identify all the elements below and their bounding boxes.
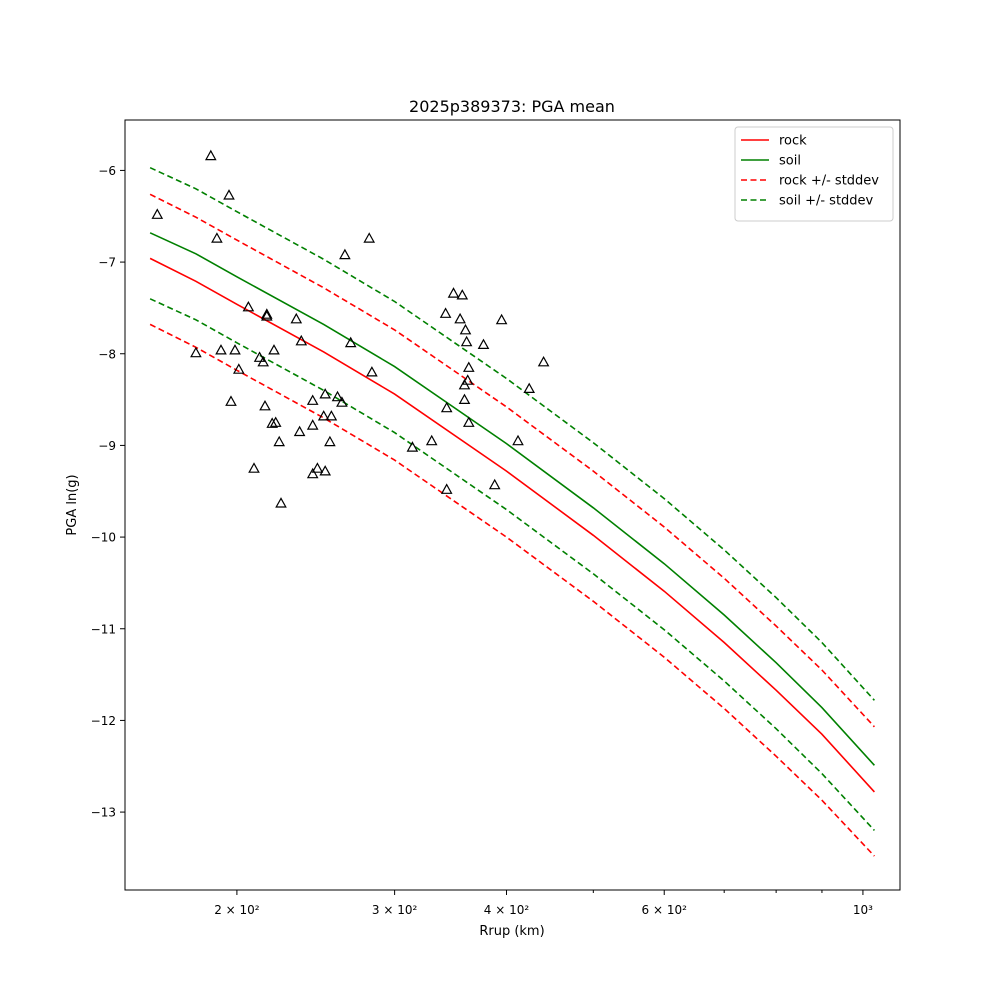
- observation-point: [331, 390, 344, 402]
- observation-point: [461, 374, 474, 385]
- observation-point: [317, 410, 330, 421]
- series-line-1: [149, 232, 875, 766]
- series-line-0: [149, 257, 875, 793]
- observation-point: [319, 465, 332, 476]
- x-tick-label: 4 × 10²: [484, 903, 530, 917]
- observation-point: [477, 338, 490, 349]
- observation-point: [273, 435, 286, 447]
- observation-point: [454, 312, 466, 324]
- observation-point: [215, 344, 227, 355]
- y-tick-label: −7: [98, 256, 116, 270]
- y-tick-label: −10: [91, 531, 116, 545]
- observation-point: [458, 393, 471, 404]
- chart-title: 2025p389373: PGA mean: [409, 97, 615, 116]
- observation-point: [266, 417, 279, 428]
- y-axis-label: PGA ln(g): [65, 474, 80, 535]
- observation-point: [425, 434, 438, 446]
- observation-point: [366, 366, 378, 377]
- observation-point: [459, 323, 472, 335]
- series-line-3: [149, 323, 875, 857]
- observation-point: [275, 497, 287, 508]
- observation-point: [253, 351, 266, 362]
- observation-point: [269, 416, 282, 427]
- observation-point: [290, 312, 303, 324]
- plot-area-frame: [124, 119, 901, 891]
- observation-point: [306, 419, 319, 430]
- observation-point: [260, 308, 273, 319]
- observation-point: [311, 462, 324, 473]
- observation-point: [229, 344, 241, 355]
- legend-label: rock +/- stddev: [779, 174, 879, 189]
- observation-layer: [151, 149, 550, 508]
- observation-point: [462, 361, 475, 372]
- legend-label: soil +/- stddev: [779, 194, 874, 209]
- legend-label: rock: [779, 134, 807, 149]
- x-axis-label: Rrup (km): [479, 924, 544, 939]
- observation-point: [406, 441, 419, 452]
- x-tick-label: 10³: [853, 903, 873, 917]
- x-tick-label: 3 × 10²: [372, 903, 418, 917]
- observation-point: [259, 399, 271, 411]
- observation-point: [319, 388, 332, 399]
- observation-point: [260, 310, 273, 321]
- legend-box: [734, 126, 894, 222]
- y-tick-label: −8: [98, 347, 116, 361]
- series-layer: [149, 166, 875, 857]
- observation-point: [325, 410, 338, 421]
- observation-point: [223, 189, 235, 200]
- y-tick-label: −11: [91, 622, 116, 636]
- series-line-5: [149, 298, 875, 831]
- y-tick-label: −9: [98, 439, 116, 453]
- observation-point: [512, 434, 524, 446]
- observation-point: [456, 289, 469, 300]
- series-line-4: [149, 166, 875, 701]
- observation-point: [439, 307, 452, 318]
- y-tick-label: −6: [98, 164, 116, 178]
- observation-point: [460, 335, 473, 347]
- observation-point: [211, 232, 223, 243]
- observation-point: [306, 394, 319, 405]
- observation-point: [495, 313, 508, 325]
- observation-point: [268, 344, 280, 355]
- observation-point: [523, 382, 536, 393]
- observation-point: [306, 467, 319, 479]
- x-tick-label: 2 × 10²: [214, 903, 260, 917]
- observation-point: [488, 478, 501, 490]
- observation-point: [232, 363, 245, 374]
- observation-point: [440, 401, 453, 413]
- series-line-2: [149, 193, 875, 728]
- observation-point: [204, 149, 217, 161]
- observation-point: [190, 346, 202, 358]
- y-tick-label: −13: [91, 806, 116, 820]
- observation-point: [225, 395, 237, 406]
- legend: rock soil rock +/- stddev soil +/- stddev: [734, 126, 894, 222]
- observation-point: [363, 232, 376, 243]
- axes-layer: 2 × 10² 3 × 10² 4 × 10² 6 × 10² 10³ −6 −7 −8 −9 −…: [91, 164, 873, 917]
- y-tick-label: −12: [91, 714, 116, 728]
- x-tick-label: 6 × 10²: [642, 903, 688, 917]
- observation-point: [295, 334, 308, 346]
- observation-point: [339, 248, 351, 260]
- observation-point: [257, 355, 270, 367]
- observation-point: [537, 355, 550, 367]
- observation-point: [447, 287, 460, 298]
- observation-point: [336, 396, 348, 407]
- observation-point: [248, 462, 260, 473]
- observation-point: [462, 416, 475, 427]
- legend-label: soil: [779, 154, 801, 169]
- observation-point: [242, 300, 255, 312]
- observation-point: [151, 208, 164, 219]
- observation-point: [440, 483, 453, 494]
- observation-point: [344, 336, 357, 348]
- observation-point: [324, 435, 336, 447]
- observation-point: [293, 425, 306, 437]
